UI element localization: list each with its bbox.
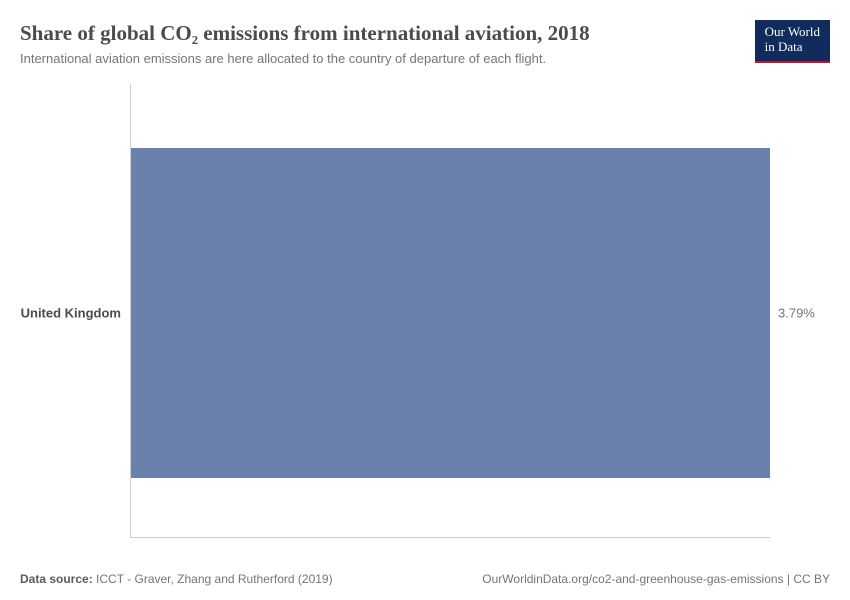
plot-region: United Kingdom3.79% — [130, 84, 770, 538]
logo-line-2: in Data — [765, 39, 803, 54]
logo-line-1: Our World — [765, 24, 820, 39]
value-label: 3.79% — [770, 305, 815, 320]
category-label: United Kingdom — [21, 305, 131, 320]
source-text: ICCT - Graver, Zhang and Rutherford (201… — [96, 572, 333, 586]
chart-subtitle: International aviation emissions are her… — [20, 51, 743, 66]
header: Share of global CO₂ emissions from inter… — [20, 20, 830, 66]
chart-container: Share of global CO₂ emissions from inter… — [0, 0, 850, 600]
title-block: Share of global CO₂ emissions from inter… — [20, 20, 743, 66]
source-label: Data source: — [20, 572, 93, 586]
owid-logo: Our World in Data — [755, 20, 830, 63]
bar — [131, 148, 770, 478]
data-source: Data source: ICCT - Graver, Zhang and Ru… — [20, 572, 333, 586]
footer: Data source: ICCT - Graver, Zhang and Ru… — [20, 566, 830, 600]
chart-title: Share of global CO₂ emissions from inter… — [20, 20, 743, 47]
chart-area: United Kingdom 3.79% — [20, 84, 830, 556]
attribution: OurWorldinData.org/co2-and-greenhouse-ga… — [482, 572, 830, 586]
